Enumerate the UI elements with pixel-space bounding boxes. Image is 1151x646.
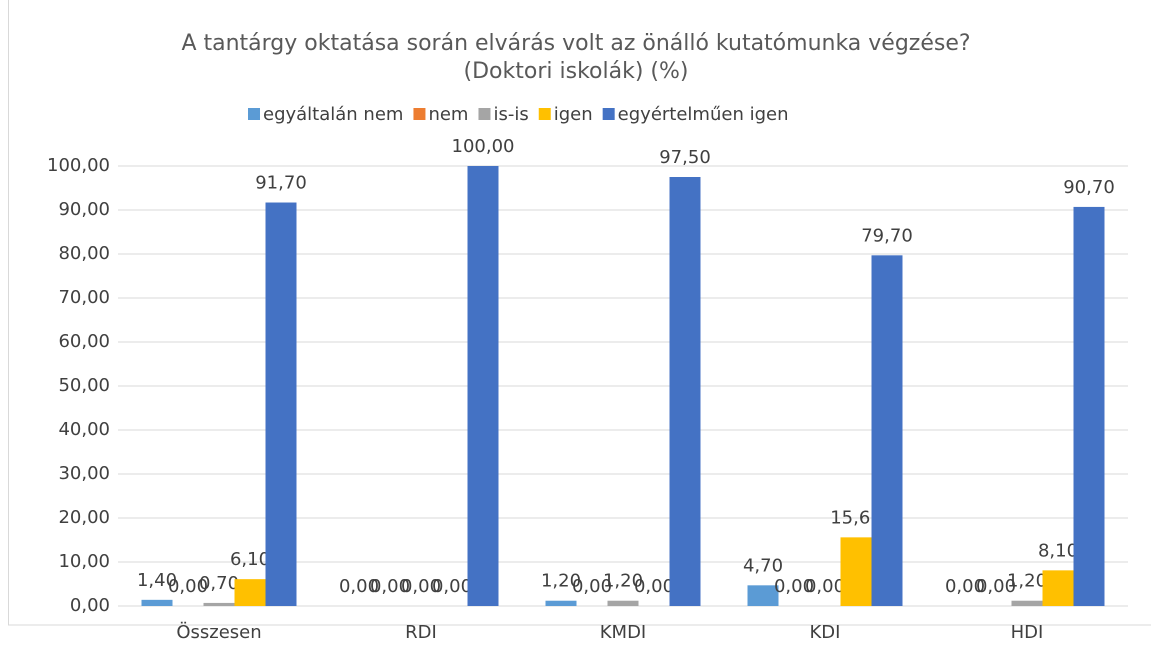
data-label: 0,70 bbox=[199, 573, 239, 594]
legend-label: igen bbox=[554, 104, 593, 125]
x-tick-label: Összesen bbox=[176, 621, 261, 643]
legend-label: is-is bbox=[493, 104, 528, 125]
data-label: 91,70 bbox=[255, 173, 307, 194]
bar bbox=[1011, 600, 1043, 606]
data-label: 0,00 bbox=[634, 576, 674, 597]
x-tick-label: KMDI bbox=[600, 622, 647, 643]
x-tick-label: RDI bbox=[405, 622, 437, 643]
legend-swatch bbox=[248, 108, 260, 120]
data-label: 1,20 bbox=[1007, 571, 1047, 592]
bar bbox=[141, 599, 173, 606]
data-label: 0,00 bbox=[774, 576, 814, 597]
legend-swatch bbox=[478, 108, 491, 120]
bar bbox=[1042, 570, 1074, 606]
y-tick-label: 40,00 bbox=[58, 419, 110, 440]
legend-swatch bbox=[602, 108, 615, 120]
data-label: 4,70 bbox=[743, 555, 783, 576]
data-label: 1,20 bbox=[603, 571, 643, 592]
bar bbox=[234, 579, 266, 606]
data-label: 8,10 bbox=[1038, 540, 1078, 561]
y-tick-label: 100,00 bbox=[47, 155, 110, 176]
bar bbox=[747, 585, 779, 606]
bar bbox=[203, 602, 235, 606]
y-tick-label: 30,00 bbox=[58, 463, 110, 484]
data-label: 15,60 bbox=[830, 507, 882, 528]
chart-border bbox=[8, 0, 1151, 626]
bar bbox=[467, 166, 499, 606]
data-label: 100,00 bbox=[452, 136, 515, 157]
chart-title: A tantárgy oktatása során elvárás volt a… bbox=[181, 31, 971, 84]
bar bbox=[871, 255, 903, 606]
bar bbox=[607, 600, 639, 606]
y-tick-label: 90,00 bbox=[58, 199, 110, 220]
y-tick-label: 50,00 bbox=[58, 375, 110, 396]
legend-swatch bbox=[538, 108, 551, 120]
data-label: 90,70 bbox=[1063, 177, 1115, 198]
data-label: 0,00 bbox=[976, 576, 1016, 597]
bar bbox=[545, 600, 577, 606]
x-tick-label: KDI bbox=[810, 622, 841, 643]
data-label: 1,40 bbox=[137, 570, 177, 591]
data-label: 0,00 bbox=[370, 576, 410, 597]
y-tick-label: 10,00 bbox=[58, 551, 110, 572]
data-label: 0,00 bbox=[572, 576, 612, 597]
data-label: 0,00 bbox=[168, 576, 208, 597]
bar bbox=[669, 177, 701, 606]
data-label: 6,10 bbox=[230, 549, 270, 570]
bar bbox=[265, 202, 297, 606]
bar bbox=[1073, 206, 1105, 607]
y-tick-label: 20,00 bbox=[58, 507, 110, 528]
data-label: 1,20 bbox=[541, 571, 581, 592]
data-label: 97,50 bbox=[659, 147, 711, 168]
data-label: 79,70 bbox=[861, 225, 913, 246]
x-tick-label: HDI bbox=[1011, 622, 1044, 643]
y-tick-label: 60,00 bbox=[58, 331, 110, 352]
legend-label: egyáltalán nem bbox=[263, 104, 403, 125]
legend-swatch bbox=[413, 108, 426, 120]
data-label: 0,00 bbox=[432, 576, 472, 597]
data-label: 0,00 bbox=[945, 576, 985, 597]
y-tick-label: 0,00 bbox=[70, 595, 110, 616]
legend-label: nem bbox=[428, 104, 468, 125]
data-label: 0,00 bbox=[339, 576, 379, 597]
legend-label: egyértelműen igen bbox=[618, 104, 789, 125]
data-label: 0,00 bbox=[401, 576, 441, 597]
y-tick-label: 70,00 bbox=[58, 287, 110, 308]
bar bbox=[840, 537, 872, 606]
y-tick-label: 80,00 bbox=[58, 243, 110, 264]
data-label: 0,00 bbox=[805, 576, 845, 597]
